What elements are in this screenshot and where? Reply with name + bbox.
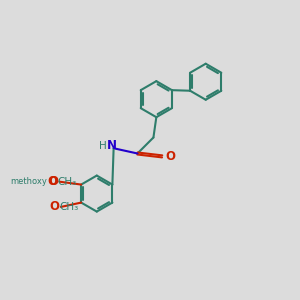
Text: methoxy: methoxy — [10, 177, 47, 186]
Text: O: O — [48, 175, 58, 188]
Text: O: O — [165, 150, 175, 163]
Text: O: O — [48, 175, 58, 188]
Text: O: O — [49, 200, 59, 213]
Text: N: N — [107, 140, 117, 152]
Text: CH₃: CH₃ — [58, 177, 77, 187]
Text: H: H — [99, 141, 106, 151]
Text: CH₃: CH₃ — [59, 202, 78, 212]
